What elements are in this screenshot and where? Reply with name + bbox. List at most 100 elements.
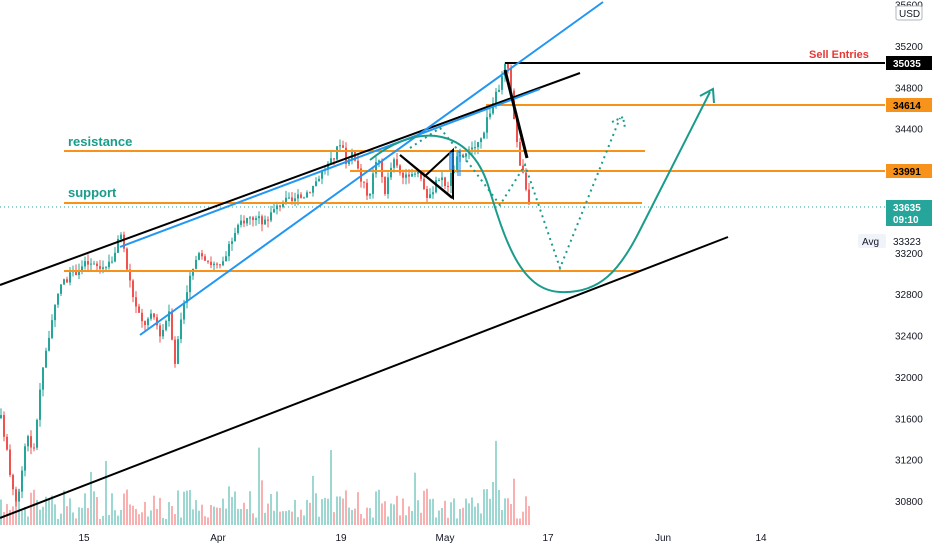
volume-bar: [435, 517, 437, 525]
volume-bar: [456, 518, 458, 525]
time-axis[interactable]: 15 Apr 19 May 17 Jun 14: [0, 527, 932, 550]
candle-body: [42, 367, 44, 390]
candle-body: [357, 160, 359, 169]
volume-bar: [42, 506, 44, 525]
price-tick-label: 34800: [895, 83, 923, 94]
volume-bar: [75, 518, 77, 525]
candle-body: [174, 339, 176, 364]
candle-body: [162, 329, 164, 337]
volume-bar: [15, 500, 17, 525]
volume-bar: [93, 491, 95, 525]
level-34614-badge-text: 34614: [893, 101, 921, 112]
candle-body: [483, 132, 485, 139]
candle-body: [87, 261, 89, 265]
volume-bar: [396, 495, 398, 525]
volume-bar: [372, 517, 374, 525]
volume-bar: [105, 461, 107, 525]
candle-body: [378, 160, 380, 163]
candle-body: [285, 197, 287, 203]
volume-bar: [399, 515, 401, 525]
horizontal-levels: [0, 62, 932, 272]
volume-bar: [438, 510, 440, 525]
candle-body: [510, 68, 512, 91]
volume-bars: [0, 440, 530, 525]
volume-bar: [492, 481, 494, 525]
candle-body: [417, 171, 419, 174]
candle-body: [231, 241, 233, 244]
candle-body: [48, 337, 50, 351]
currency-label: USD: [899, 9, 920, 20]
volume-bar: [126, 489, 128, 525]
candle-body: [393, 159, 395, 168]
volume-bar: [156, 508, 158, 525]
avg-label: Avg: [862, 237, 879, 248]
volume-bar: [378, 489, 380, 525]
volume-bar: [279, 511, 281, 525]
projected-curve: [369, 91, 711, 294]
candle-body: [336, 146, 338, 160]
candle-body: [15, 489, 17, 502]
volume-bar: [273, 510, 275, 525]
candle-body: [153, 313, 155, 318]
candle-body: [33, 447, 35, 449]
candle-body: [234, 232, 236, 242]
volume-bar: [348, 507, 350, 525]
candle-body: [252, 217, 254, 220]
candle-body: [258, 216, 260, 219]
volume-bar: [312, 475, 314, 525]
candle-body: [366, 182, 368, 196]
candle-body: [420, 171, 422, 179]
candle-body: [273, 209, 275, 213]
volume-bar: [366, 507, 368, 525]
annotations: resistance support Sell Entries: [68, 49, 869, 200]
volume-bar: [411, 510, 413, 525]
candle-body: [144, 321, 146, 326]
volume-bar: [525, 496, 527, 525]
candle-body: [132, 280, 134, 298]
volume-bar: [66, 506, 68, 525]
volume-bar: [252, 513, 254, 525]
candle-body: [66, 279, 68, 283]
candle-body: [345, 147, 347, 165]
candle-body: [81, 266, 83, 271]
volume-bar: [162, 517, 164, 525]
volume-bar: [480, 513, 482, 525]
volume-bar: [375, 491, 377, 525]
volume-bar: [87, 508, 89, 525]
candle-body: [444, 177, 446, 187]
candle-body: [405, 174, 407, 178]
volume-bar: [294, 499, 296, 525]
candle-body: [471, 147, 473, 150]
candle-body: [171, 311, 173, 340]
volume-bar: [327, 498, 329, 525]
volume-bar: [507, 498, 509, 525]
volume-bar: [354, 508, 356, 525]
candle-body: [474, 147, 476, 149]
candle-body: [204, 256, 206, 261]
volume-bar: [519, 518, 521, 525]
volume-bar: [57, 518, 59, 525]
candle-body: [447, 186, 449, 188]
volume-bar: [204, 516, 206, 525]
volume-bar: [240, 508, 242, 525]
candle-body: [210, 261, 212, 266]
candle-body: [384, 176, 386, 195]
candle-body: [177, 339, 179, 364]
volume-bar: [129, 504, 131, 525]
candle-body: [54, 304, 56, 321]
candle-body: [57, 293, 59, 305]
candle-body: [525, 172, 527, 190]
candle-body: [477, 142, 479, 148]
price-axis[interactable]: 3080031200316003200032400328003320033600…: [885, 0, 932, 530]
volume-bar: [108, 514, 110, 525]
time-axis-background: [0, 527, 932, 550]
candle-body: [129, 269, 131, 281]
candle-body: [321, 170, 323, 179]
candle-body: [318, 178, 320, 182]
candle-body: [438, 180, 440, 182]
volume-bar: [165, 518, 167, 525]
volume-bar: [309, 502, 311, 525]
volume-bar: [318, 516, 320, 525]
